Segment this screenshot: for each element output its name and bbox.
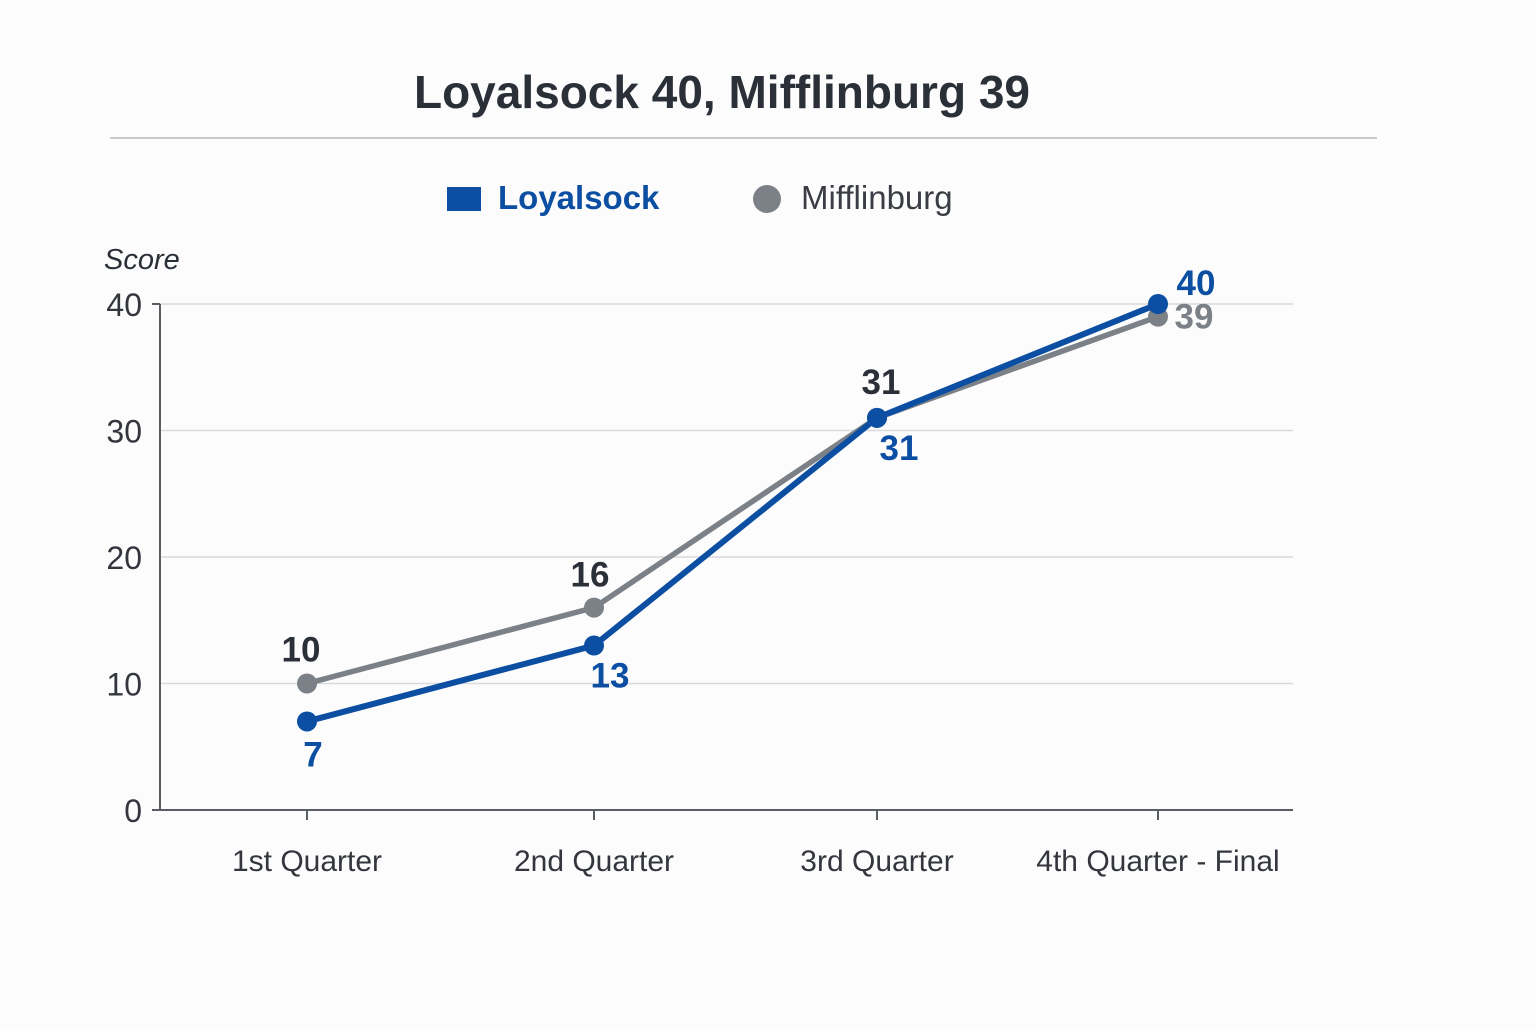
x-tick-label: 2nd Quarter [514,845,674,878]
y-tick-label: 40 [106,287,142,323]
series-layer: 10 16 31 39 7 13 31 40 [282,264,1216,774]
y-axis-title: Score [104,244,180,276]
data-point-loyalsock [297,711,317,732]
data-label-loyalsock: 7 [303,735,322,774]
series-line-mifflinburg [304,313,1161,687]
data-point-mifflinburg [297,673,317,694]
legend-swatch-mifflinburg [753,185,781,213]
y-tick-label: 0 [124,793,142,829]
legend-swatch-loyalsock [447,187,481,211]
x-tick-label: 3rd Quarter [800,845,953,878]
chart-title: Loyalsock 40, Mifflinburg 39 [414,66,1030,118]
x-tick-label: 1st Quarter [232,845,382,878]
data-point-loyalsock [867,407,887,428]
y-tick-label: 10 [106,667,142,703]
y-tick-label: 30 [106,414,142,450]
data-label-mifflinburg: 39 [1175,298,1214,337]
y-tick-label: 20 [106,540,142,576]
data-label-loyalsock: 40 [1177,264,1216,303]
series-line-loyalsock [304,301,1161,725]
data-label-loyalsock: 13 [591,657,630,696]
axes: 1st Quarter 2nd Quarter 3rd Quarter 4th Qua… [152,303,1293,878]
x-tick-label: 4th Quarter - Final [1036,845,1279,878]
data-point-mifflinburg [584,597,604,618]
legend-label-loyalsock: Loyalsock [498,179,660,216]
legend-label-mifflinburg: Mifflinburg [801,179,953,216]
data-point-loyalsock [584,635,604,656]
grid: 0 10 20 30 40 [106,287,1293,829]
legend: Loyalsock Mifflinburg [447,179,953,216]
data-label-mifflinburg: 10 [282,631,321,670]
data-label-loyalsock: 31 [880,429,919,468]
data-label-mifflinburg: 31 [862,363,901,402]
data-label-mifflinburg: 16 [571,556,610,595]
data-point-loyalsock [1148,294,1168,314]
